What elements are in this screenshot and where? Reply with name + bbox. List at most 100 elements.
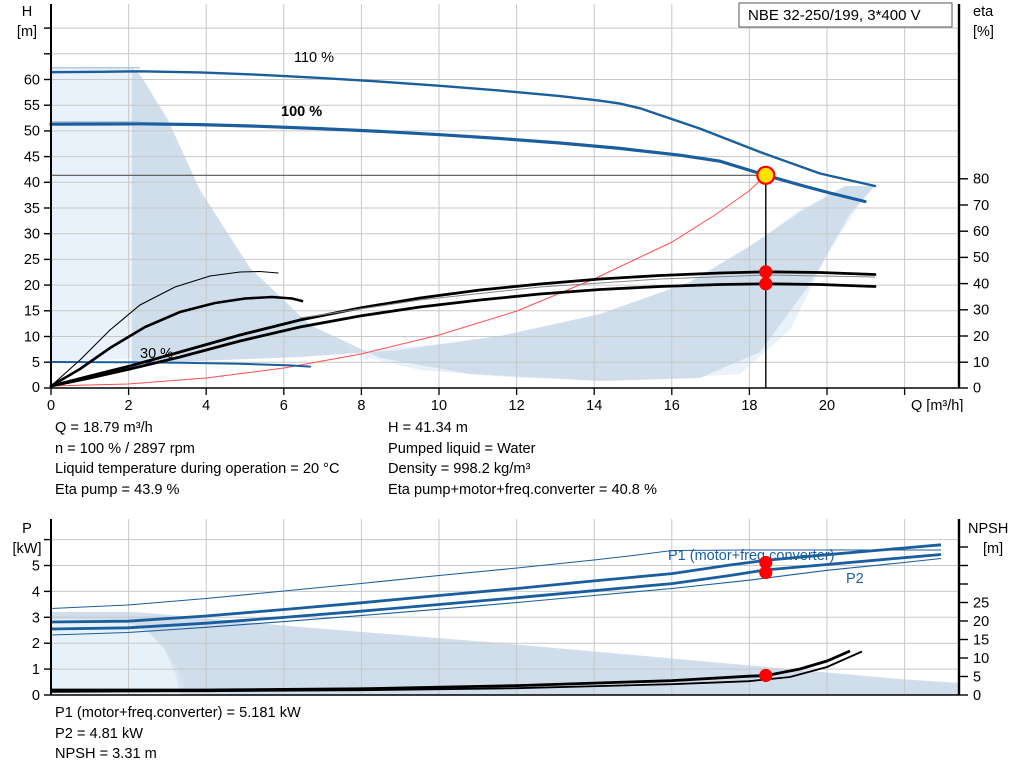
upper-eta-tick-20: 20 [973,329,989,345]
curve-100-percent [49,122,867,204]
lower-ptick-1: 1 [32,662,40,678]
upper-operating-envelope [51,68,875,381]
eta-pump-marker[interactable] [759,265,773,279]
label-100-percent: 100 % [281,104,322,120]
lower-left-axis-title-p: P [22,521,32,537]
upper-xtick-16: 16 [664,398,680,412]
label-p1: P1 (motor+freq.converter) [668,548,834,564]
upper-xtick-14: 14 [586,398,602,412]
system-curve [51,174,767,387]
eta-envelope-upper [50,270,279,387]
p1-envelope-upper [51,549,941,610]
info-h: H = 41.34 m [388,420,468,436]
upper-ytick-50: 50 [24,124,40,140]
lower-npshtick-5: 5 [973,670,981,686]
upper-grid-horizontal [51,27,959,363]
info-npsh: NPSH = 3.31 m [55,746,157,762]
upper-x-ticks: 0 2 4 6 8 10 12 14 16 18 20 [47,388,906,412]
p2-envelope-lower [51,557,942,636]
upper-grid-vertical [128,4,906,388]
info-density: Density = 998.2 kg/m³ [388,461,531,477]
upper-left-axis-title-unit: [m] [17,24,37,40]
eta-envelope-mid [49,295,304,388]
npsh-duty-marker[interactable] [759,668,773,683]
upper-ytick-55: 55 [24,98,40,114]
upper-left-ticks: 0 5 10 15 20 25 30 35 40 45 50 55 60 [24,27,51,396]
upper-ytick-0: 0 [32,380,40,396]
lower-right-ticks: 0 5 10 15 20 25 [959,546,989,704]
info-eta-pump: Eta pump = 43.9 % [55,481,180,498]
p2-duty-marker[interactable] [759,565,773,580]
lower-npshtick-0: 0 [973,688,981,704]
upper-eta-tick-50: 50 [973,250,989,266]
upper-eta-tick-80: 80 [973,172,989,188]
p2-curve [51,553,942,631]
info-pumped-liquid: Pumped liquid = Water [388,440,536,457]
info-q: Q = 18.79 m³/h [55,420,153,436]
label-p2: P2 [846,571,864,587]
duty-info-upper-left: Q = 18.79 m³/h n = 100 % / 2897 rpm Liqu… [0,418,388,500]
upper-right-axis-title-eta: eta [973,4,994,20]
p1-duty-marker[interactable] [759,555,773,570]
upper-xtick-8: 8 [357,398,365,412]
label-110-percent: 110 % [294,50,334,66]
upper-eta-tick-10: 10 [973,355,989,371]
upper-ytick-5: 5 [32,355,40,371]
lower-ptick-3: 3 [32,610,40,626]
upper-eta-tick-40: 40 [973,276,989,292]
curve-30-percent [50,361,311,368]
lower-left-axis-title-unit: [kW] [13,541,42,557]
upper-eta-tick-30: 30 [973,303,989,319]
info-eta-total: Eta pump+motor+freq.converter = 40.8 % [388,481,657,498]
upper-xtick-12: 12 [509,398,525,412]
upper-xtick-2: 2 [125,398,133,412]
upper-xtick-10: 10 [431,398,447,412]
upper-eta-tick-70: 70 [973,198,989,214]
upper-ytick-35: 35 [24,201,40,217]
info-n: n = 100 % / 2897 rpm [55,440,195,457]
upper-xtick-0: 0 [47,398,55,412]
npsh-curve [51,649,851,692]
eta-pump-curve [49,270,877,388]
upper-xtick-18: 18 [741,398,757,412]
info-p1: P1 (motor+freq.converter) = 5.181 kW [55,705,301,721]
head-efficiency-chart: 0 5 10 15 20 25 30 35 40 45 50 55 60 0 1… [17,2,994,412]
upper-ytick-45: 45 [24,149,40,165]
lower-ptick-5: 5 [32,559,40,575]
upper-right-ticks: 0 10 20 30 40 50 60 70 80 [959,172,989,397]
duty-point-marker[interactable] [756,165,776,185]
upper-ytick-30: 30 [24,227,40,243]
duty-info-lower-left: P1 (motor+freq.converter) = 5.181 kW P2 … [0,703,1024,765]
lower-npshtick-25: 25 [973,596,989,612]
upper-xtick-20: 20 [819,398,835,412]
model-title-box: NBE 32-250/199, 3*400 V [738,2,953,28]
lower-right-axis-title-unit: [m] [983,541,1003,557]
upper-xtick-4: 4 [202,398,210,412]
lower-ptick-2: 2 [32,636,40,652]
eta-thin-overlay [299,274,876,319]
duty-info-upper-right: H = 41.34 m Pumped liquid = Water Densit… [388,418,1024,500]
upper-x-axis-title: Q [m³/h] [911,398,963,412]
info-liquid-temperature: Liquid temperature during operation = 20… [55,461,340,477]
upper-eta-tick-60: 60 [973,224,989,240]
eta-total-marker[interactable] [759,277,773,291]
upper-eta-tick-0: 0 [973,381,981,397]
p1-curve [51,543,942,624]
label-30-percent: 30 % [140,346,173,362]
upper-xtick-6: 6 [280,398,288,412]
upper-ytick-40: 40 [24,175,40,191]
lower-npshtick-20: 20 [973,614,989,630]
lower-left-ticks: 0 1 2 3 4 5 [32,538,51,704]
upper-ytick-25: 25 [24,252,40,268]
duty-info-lower: P1 (motor+freq.converter) = 5.181 kW P2 … [0,703,1024,765]
upper-ytick-10: 10 [24,329,40,345]
info-p2: P2 = 4.81 kW [55,725,144,742]
lower-npshtick-10: 10 [973,651,989,667]
lower-npshtick-15: 15 [973,633,989,649]
lower-ptick-0: 0 [32,688,40,704]
eta-total-curve [49,282,877,388]
upper-ytick-20: 20 [24,278,40,294]
upper-ytick-15: 15 [24,304,40,320]
power-npsh-chart: P1 (motor+freq.converter) P2 0 1 2 3 4 5 [13,519,1008,704]
